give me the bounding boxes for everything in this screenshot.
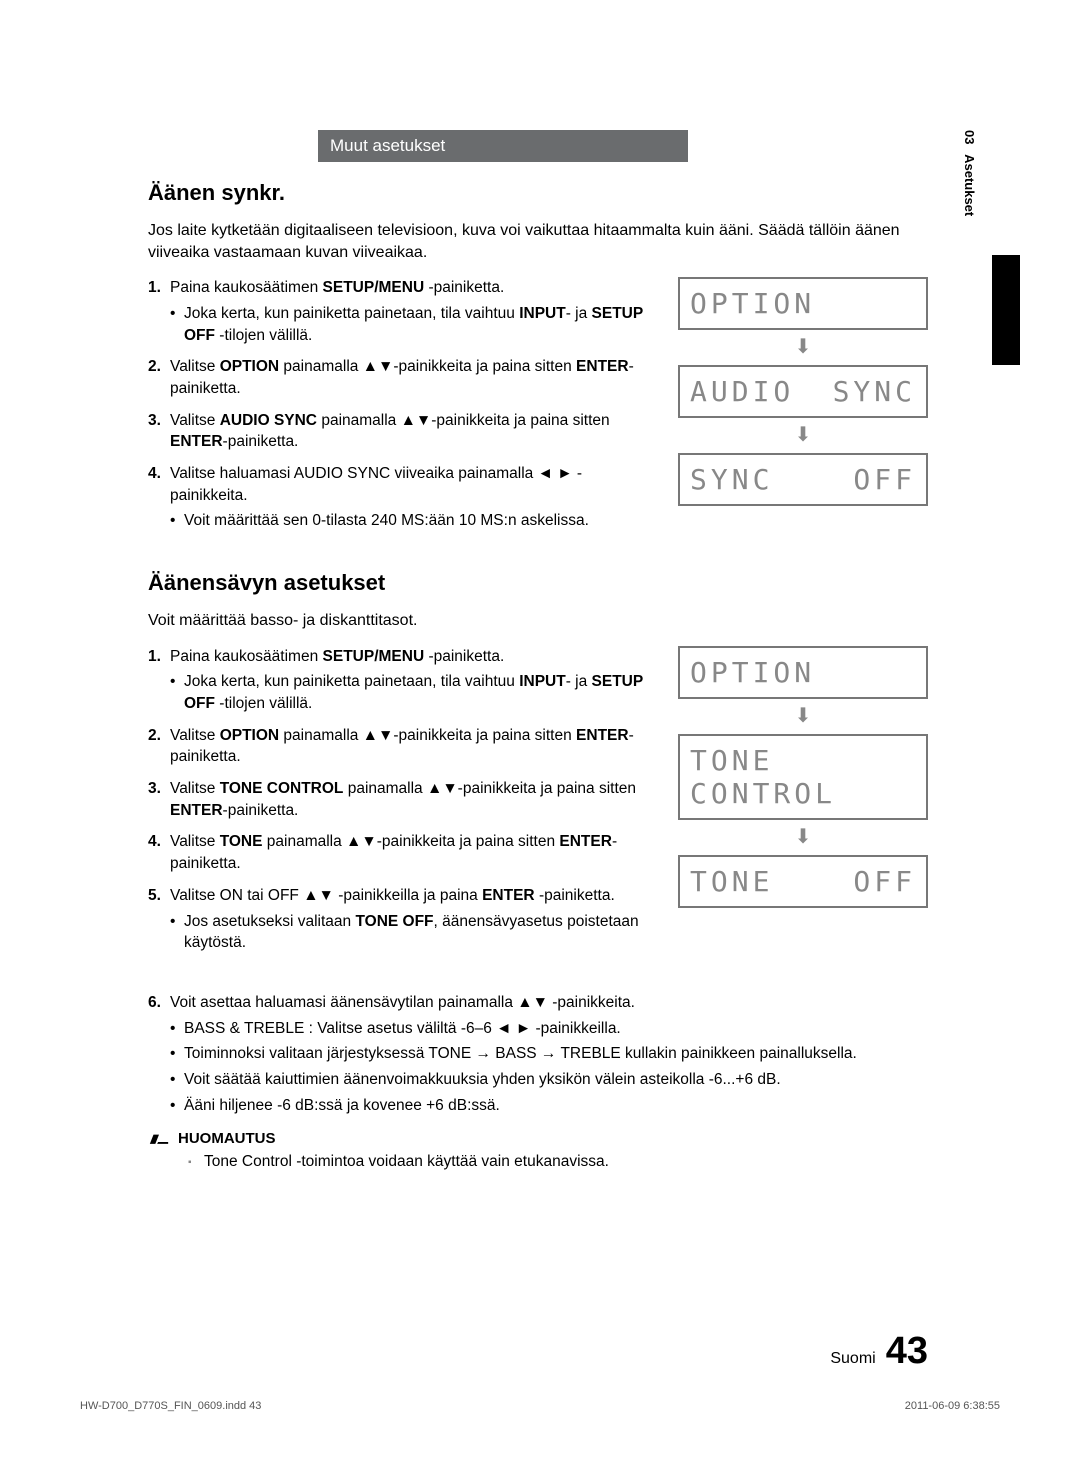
list-item: 6. Voit asettaa haluamasi äänensävytilan… <box>148 992 928 1116</box>
down-arrow-icon: ⬇ <box>678 334 928 359</box>
tone-intro: Voit määrittää basso- ja diskanttitasot. <box>148 610 928 632</box>
list-item: 3. Valitse TONE CONTROL painamalla ▲▼-pa… <box>148 778 654 821</box>
display-tone-off: TONEOFF <box>678 855 928 908</box>
sync-heading: Äänen synkr. <box>148 180 928 206</box>
tone-steps: 1. Paina kaukosäätimen SETUP/MENU -paini… <box>148 646 654 964</box>
tone-step-6: 6. Voit asettaa haluamasi äänensävytilan… <box>148 992 928 1116</box>
list-item: 4. Valitse haluamasi AUDIO SYNC viiveaik… <box>148 463 654 532</box>
note-text: Tone Control -toimintoa voidaan käyttää … <box>188 1153 928 1171</box>
print-meta: HW-D700_D770S_FIN_0609.indd 43 2011-06-0… <box>80 1400 1000 1412</box>
meta-stamp: 2011-06-09 6:38:55 <box>905 1400 1000 1412</box>
display-sync-off: SYNCOFF <box>678 453 928 506</box>
page-content: Muut asetukset Äänen synkr. Jos laite ky… <box>148 130 928 1171</box>
tone-heading: Äänensävyn asetukset <box>148 570 928 596</box>
sync-intro: Jos laite kytketään digitaaliseen televi… <box>148 220 928 263</box>
display-tone-control: TONE CONTROL <box>678 734 928 820</box>
list-item: 1. Paina kaukosäätimen SETUP/MENU -paini… <box>148 646 654 715</box>
display-option: OPTION <box>678 277 928 330</box>
meta-file: HW-D700_D770S_FIN_0609.indd 43 <box>80 1400 261 1412</box>
section-bar: Muut asetukset <box>318 130 688 162</box>
list-item: 2. Valitse OPTION painamalla ▲▼-painikke… <box>148 725 654 768</box>
page-number: 43 <box>886 1330 928 1373</box>
tone-display-stack: OPTION ⬇ TONE CONTROL ⬇ TONEOFF <box>678 646 928 964</box>
footer-lang: Suomi <box>830 1350 875 1368</box>
list-item: 3. Valitse AUDIO SYNC painamalla ▲▼-pain… <box>148 410 654 453</box>
down-arrow-icon: ⬇ <box>678 422 928 447</box>
down-arrow-icon: ⬇ <box>678 824 928 849</box>
display-option: OPTION <box>678 646 928 699</box>
chapter-number: 03 <box>962 130 977 144</box>
side-chapter-tab: 03 Asetukset <box>955 130 977 216</box>
note-label: HUOMAUTUS <box>178 1130 276 1147</box>
display-audio-sync: AUDIOSYNC <box>678 365 928 418</box>
list-item: 5. Valitse ON tai OFF ▲▼ -painikkeilla j… <box>148 885 654 954</box>
note-heading: HUOMAUTUS <box>148 1130 928 1147</box>
sync-display-stack: OPTION ⬇ AUDIOSYNC ⬇ SYNCOFF <box>678 277 928 542</box>
list-item: 4. Valitse TONE painamalla ▲▼-painikkeit… <box>148 831 654 874</box>
side-thumb-index <box>992 255 1020 365</box>
note-icon <box>148 1131 170 1147</box>
list-item: 2. Valitse OPTION painamalla ▲▼-painikke… <box>148 356 654 399</box>
page-footer: Suomi 43 <box>148 1330 928 1373</box>
list-item: 1. Paina kaukosäätimen SETUP/MENU -paini… <box>148 277 654 346</box>
note-list: Tone Control -toimintoa voidaan käyttää … <box>148 1153 928 1171</box>
sync-steps: 1. Paina kaukosäätimen SETUP/MENU -paini… <box>148 277 654 542</box>
chapter-label: Asetukset <box>962 154 977 216</box>
down-arrow-icon: ⬇ <box>678 703 928 728</box>
